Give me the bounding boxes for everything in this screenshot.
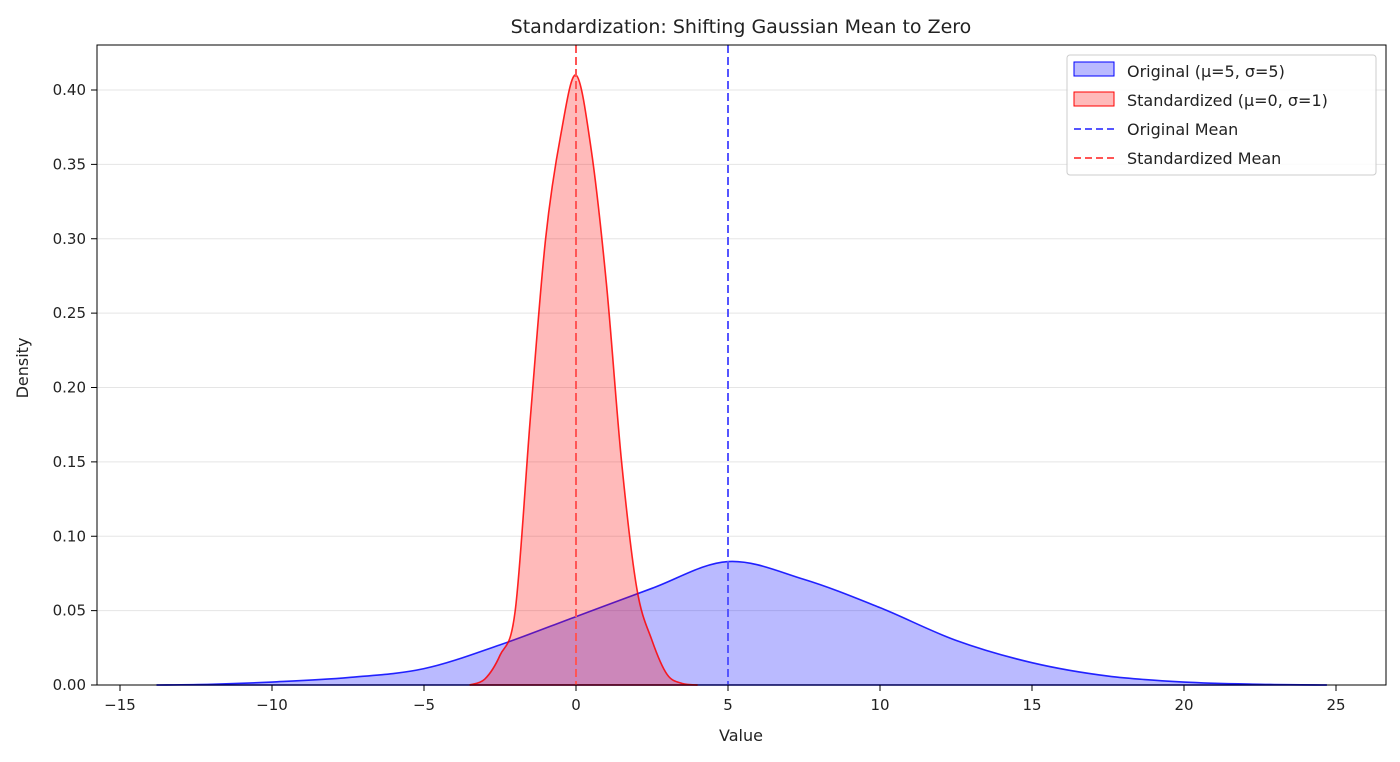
y-tick-label: 0.00 bbox=[53, 676, 86, 694]
x-tick-label: −5 bbox=[413, 696, 435, 714]
x-axis-label: Value bbox=[719, 726, 763, 745]
y-tick-label: 0.25 bbox=[53, 304, 86, 322]
area-standardized bbox=[469, 74, 698, 685]
x-tick-label: 10 bbox=[870, 696, 889, 714]
y-tick-label: 0.15 bbox=[53, 453, 86, 471]
x-tick-label: −15 bbox=[104, 696, 136, 714]
x-tick-label: −10 bbox=[256, 696, 288, 714]
chart-title: Standardization: Shifting Gaussian Mean … bbox=[511, 16, 972, 38]
x-tick-label: 0 bbox=[571, 696, 581, 714]
y-tick-label: 0.05 bbox=[53, 602, 86, 620]
legend-label-original-mean: Original Mean bbox=[1127, 120, 1238, 139]
y-tick-label: 0.40 bbox=[53, 81, 86, 99]
y-tick-label: 0.35 bbox=[53, 155, 86, 173]
y-axis-label: Density bbox=[13, 338, 32, 399]
legend-label-standardized-mean: Standardized Mean bbox=[1127, 149, 1281, 168]
plot-frame bbox=[96, 44, 1387, 686]
y-tick-label: 0.10 bbox=[53, 527, 86, 545]
legend-label-standardized: Standardized (μ=0, σ=1) bbox=[1127, 91, 1328, 110]
x-tick-label: 5 bbox=[723, 696, 733, 714]
legend-swatch-standardized bbox=[1073, 91, 1115, 107]
legend-swatch-original bbox=[1073, 61, 1115, 77]
legend-label-original: Original (μ=5, σ=5) bbox=[1127, 62, 1285, 81]
area-original bbox=[156, 561, 1327, 685]
legend: Original (μ=5, σ=5) Standardized (μ=0, σ… bbox=[1066, 54, 1377, 176]
x-tick-label: 15 bbox=[1022, 696, 1041, 714]
x-tick-label: 25 bbox=[1326, 696, 1345, 714]
y-tick-label: 0.20 bbox=[53, 379, 86, 397]
x-tick-label: 20 bbox=[1174, 696, 1193, 714]
y-tick-label: 0.30 bbox=[53, 230, 86, 248]
curve-standardized bbox=[469, 74, 698, 686]
